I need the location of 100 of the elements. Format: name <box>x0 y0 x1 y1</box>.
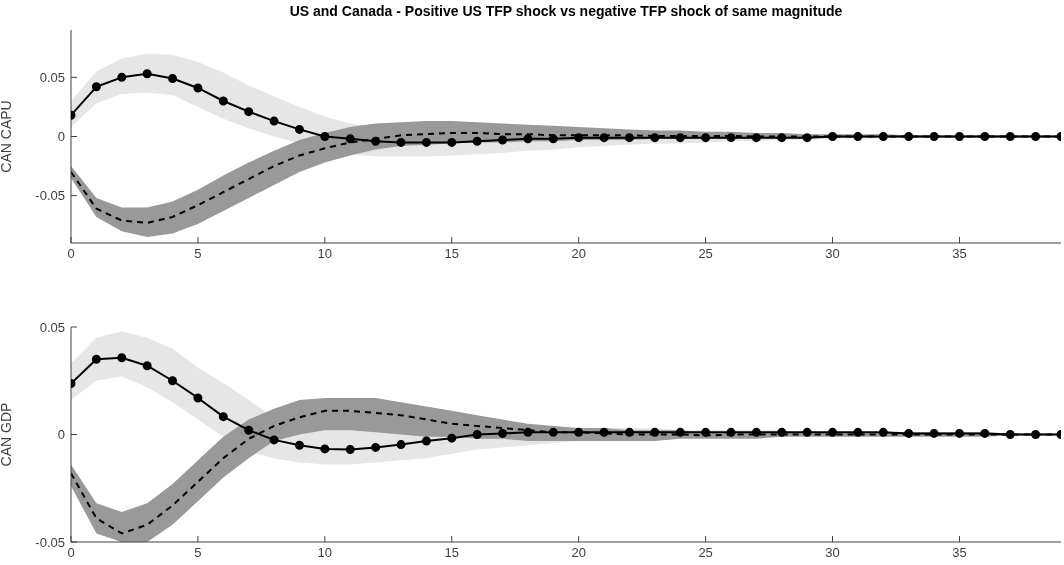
x-tick-label: 35 <box>952 246 967 262</box>
point <box>91 354 101 364</box>
point <box>751 133 761 143</box>
x-tick-label: 0 <box>67 545 75 561</box>
point <box>802 427 812 437</box>
point <box>1031 430 1041 439</box>
point <box>1031 132 1041 141</box>
point <box>117 72 127 82</box>
point <box>954 132 964 141</box>
point <box>548 427 558 437</box>
point <box>1005 430 1015 439</box>
point <box>802 133 812 143</box>
point <box>371 136 381 146</box>
point <box>701 133 711 143</box>
point <box>269 435 279 445</box>
point <box>498 428 508 438</box>
point <box>929 428 939 438</box>
point <box>599 133 609 143</box>
point <box>523 427 533 437</box>
x-tick-label: 25 <box>698 545 713 561</box>
point <box>675 133 685 143</box>
point <box>218 412 228 422</box>
point <box>269 116 279 126</box>
point <box>371 442 381 452</box>
y-axis-title: CAN CAPU <box>0 100 14 173</box>
point <box>523 134 533 144</box>
y-tick-label: 0.05 <box>39 319 65 335</box>
point <box>168 376 178 386</box>
point <box>878 427 888 437</box>
x-tick-label: 0 <box>67 246 75 262</box>
x-tick-label: 35 <box>952 545 967 561</box>
point <box>142 361 152 371</box>
chart-title: US and Canada - Positive US TFP shock vs negative TFP shock of same magnitude <box>288 3 844 19</box>
point <box>498 135 508 145</box>
point <box>472 430 482 439</box>
point <box>650 133 660 143</box>
point <box>396 440 406 450</box>
point <box>294 124 304 134</box>
point <box>904 132 914 141</box>
point <box>472 136 482 146</box>
point <box>447 137 457 147</box>
x-tick-label: 5 <box>194 246 202 262</box>
point <box>904 428 914 438</box>
y-tick-label: 0 <box>57 427 65 443</box>
point <box>777 427 787 437</box>
point <box>599 427 609 437</box>
point <box>218 96 228 106</box>
point <box>701 427 711 437</box>
point <box>777 133 787 143</box>
point <box>142 69 152 79</box>
point <box>421 436 431 446</box>
point <box>624 427 634 437</box>
point <box>168 74 178 84</box>
point <box>878 132 888 141</box>
x-tick-label: 5 <box>194 545 202 561</box>
y-tick-label: -0.05 <box>35 534 65 550</box>
point <box>853 132 863 141</box>
point <box>675 427 685 437</box>
x-tick-label: 30 <box>825 246 840 262</box>
y-axis-title: CAN GDP <box>0 402 14 467</box>
point <box>244 425 254 435</box>
y-tick-label: 0.05 <box>39 69 65 85</box>
point <box>117 353 127 363</box>
point <box>345 134 355 144</box>
x-tick-label: 10 <box>317 246 333 262</box>
point <box>574 427 584 437</box>
point <box>624 133 634 143</box>
point <box>751 427 761 437</box>
y-tick-label: 0 <box>57 129 65 145</box>
point <box>853 427 863 437</box>
x-tick-label: 30 <box>825 545 840 561</box>
point <box>244 107 254 117</box>
point <box>193 393 203 403</box>
x-tick-label: 25 <box>698 246 713 262</box>
point <box>954 428 964 438</box>
point <box>1005 132 1015 141</box>
point <box>650 427 660 437</box>
x-tick-label: 15 <box>444 246 459 262</box>
point <box>396 137 406 147</box>
y-tick-label: -0.05 <box>35 188 65 204</box>
point <box>726 133 736 143</box>
point <box>980 132 990 141</box>
point <box>828 427 838 437</box>
point <box>929 132 939 141</box>
x-tick-label: 20 <box>571 545 586 561</box>
point <box>980 428 990 438</box>
point <box>320 444 330 454</box>
x-tick-label: 20 <box>571 246 586 262</box>
x-tick-label: 10 <box>317 545 333 561</box>
point <box>548 134 558 144</box>
point <box>447 433 457 443</box>
x-tick-label: 15 <box>444 545 459 561</box>
point <box>320 132 330 141</box>
point <box>574 133 584 143</box>
point <box>345 445 355 455</box>
point <box>294 440 304 450</box>
point <box>193 83 203 93</box>
point <box>828 132 838 141</box>
point <box>726 427 736 437</box>
point <box>421 137 431 147</box>
